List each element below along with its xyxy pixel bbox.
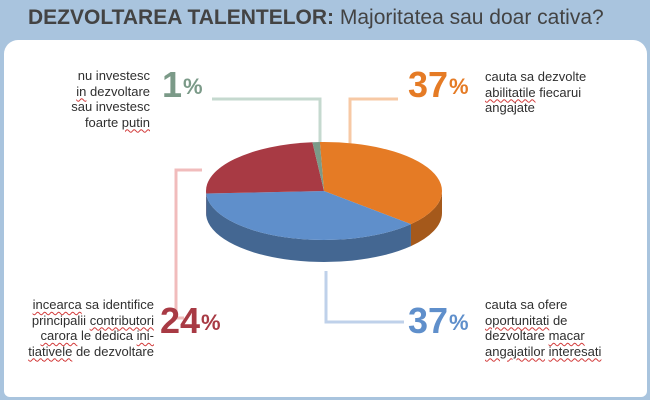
desc-line: incearca sa identifice xyxy=(32,297,154,312)
slide-title: DEZVOLTAREA TALENTELOR: Majoritatea sau … xyxy=(28,6,604,30)
leader-line-1 xyxy=(212,97,322,145)
desc-line: principalii contributori xyxy=(31,312,154,328)
pct-sign: % xyxy=(183,74,203,99)
desc-line: sau investesc xyxy=(71,99,150,114)
pct-label-24: 24% xyxy=(160,303,221,339)
leader-line-37-blue xyxy=(324,271,404,324)
desc-line: foarte putin xyxy=(84,114,150,130)
pct-value: 37 xyxy=(408,64,449,105)
desc-line: dezvoltare macar xyxy=(485,328,585,343)
pie-slice-3 xyxy=(312,142,324,191)
desc-line: angajate xyxy=(485,100,535,115)
desc-line: cauta sa dezvolte xyxy=(485,69,587,84)
pct-value: 24 xyxy=(160,300,201,341)
desc-word: contributori xyxy=(89,312,154,328)
pct-sign: % xyxy=(449,310,469,335)
leader-line-24 xyxy=(174,168,202,320)
title-bold: DEZVOLTAREA TALENTELOR: xyxy=(28,6,335,29)
pie-side-1 xyxy=(206,193,411,262)
desc-line: cauta sa ofere xyxy=(485,297,568,312)
desc-word: interesati xyxy=(548,343,602,359)
desc-line: nu investesc xyxy=(77,68,150,83)
desc-key-contributors: incearca sa identifice principalii contr… xyxy=(14,297,154,359)
pie-slice-1 xyxy=(206,191,411,240)
desc-line: angajatilor interesati xyxy=(485,344,640,360)
desc-small-investment: nu investesc in dezvoltare sau investesc… xyxy=(40,68,150,130)
pie-slice-2 xyxy=(206,142,324,194)
desc-line: oportunitati de xyxy=(485,312,568,328)
desc-word: in xyxy=(76,83,87,99)
desc-word: putin xyxy=(121,114,150,130)
pct-label-37-orange: 37% xyxy=(408,67,469,103)
pct-sign: % xyxy=(201,310,221,335)
desc-line: carora le dedica ini- xyxy=(40,328,154,343)
pct-value: 1 xyxy=(162,64,183,105)
title-bar: DEZVOLTAREA TALENTELOR: Majoritatea sau … xyxy=(0,0,650,40)
desc-develop-all: cauta sa dezvolte abilitatile fiecarui a… xyxy=(485,69,635,116)
pie-slice-0 xyxy=(319,142,442,225)
pct-label-1: 1% xyxy=(162,67,203,103)
desc-word: oportunitati xyxy=(485,312,550,328)
desc-line: abilitatile fiecarui xyxy=(485,84,582,100)
title-rest: Majoritatea sau doar cativa? xyxy=(339,6,604,29)
desc-line: tiativele de dezvoltare xyxy=(28,343,154,359)
desc-word: incearca xyxy=(32,297,82,312)
desc-offer-interested: cauta sa ofere oportunitati de dezvoltar… xyxy=(485,297,640,359)
pct-sign: % xyxy=(449,74,469,99)
desc-word: angajatilor xyxy=(485,343,545,359)
desc-line: in dezvoltare xyxy=(76,83,150,99)
desc-word: macar xyxy=(548,328,585,343)
desc-word: carora xyxy=(40,328,78,343)
pct-value: 37 xyxy=(408,300,449,341)
desc-word: tiativele xyxy=(28,343,73,359)
leader-line-37-orange xyxy=(348,97,398,146)
pie-side-0 xyxy=(410,191,442,247)
pct-label-37-blue: 37% xyxy=(408,303,469,339)
desc-word: abilitatile xyxy=(485,84,536,100)
desc-word: ini- xyxy=(136,328,154,343)
